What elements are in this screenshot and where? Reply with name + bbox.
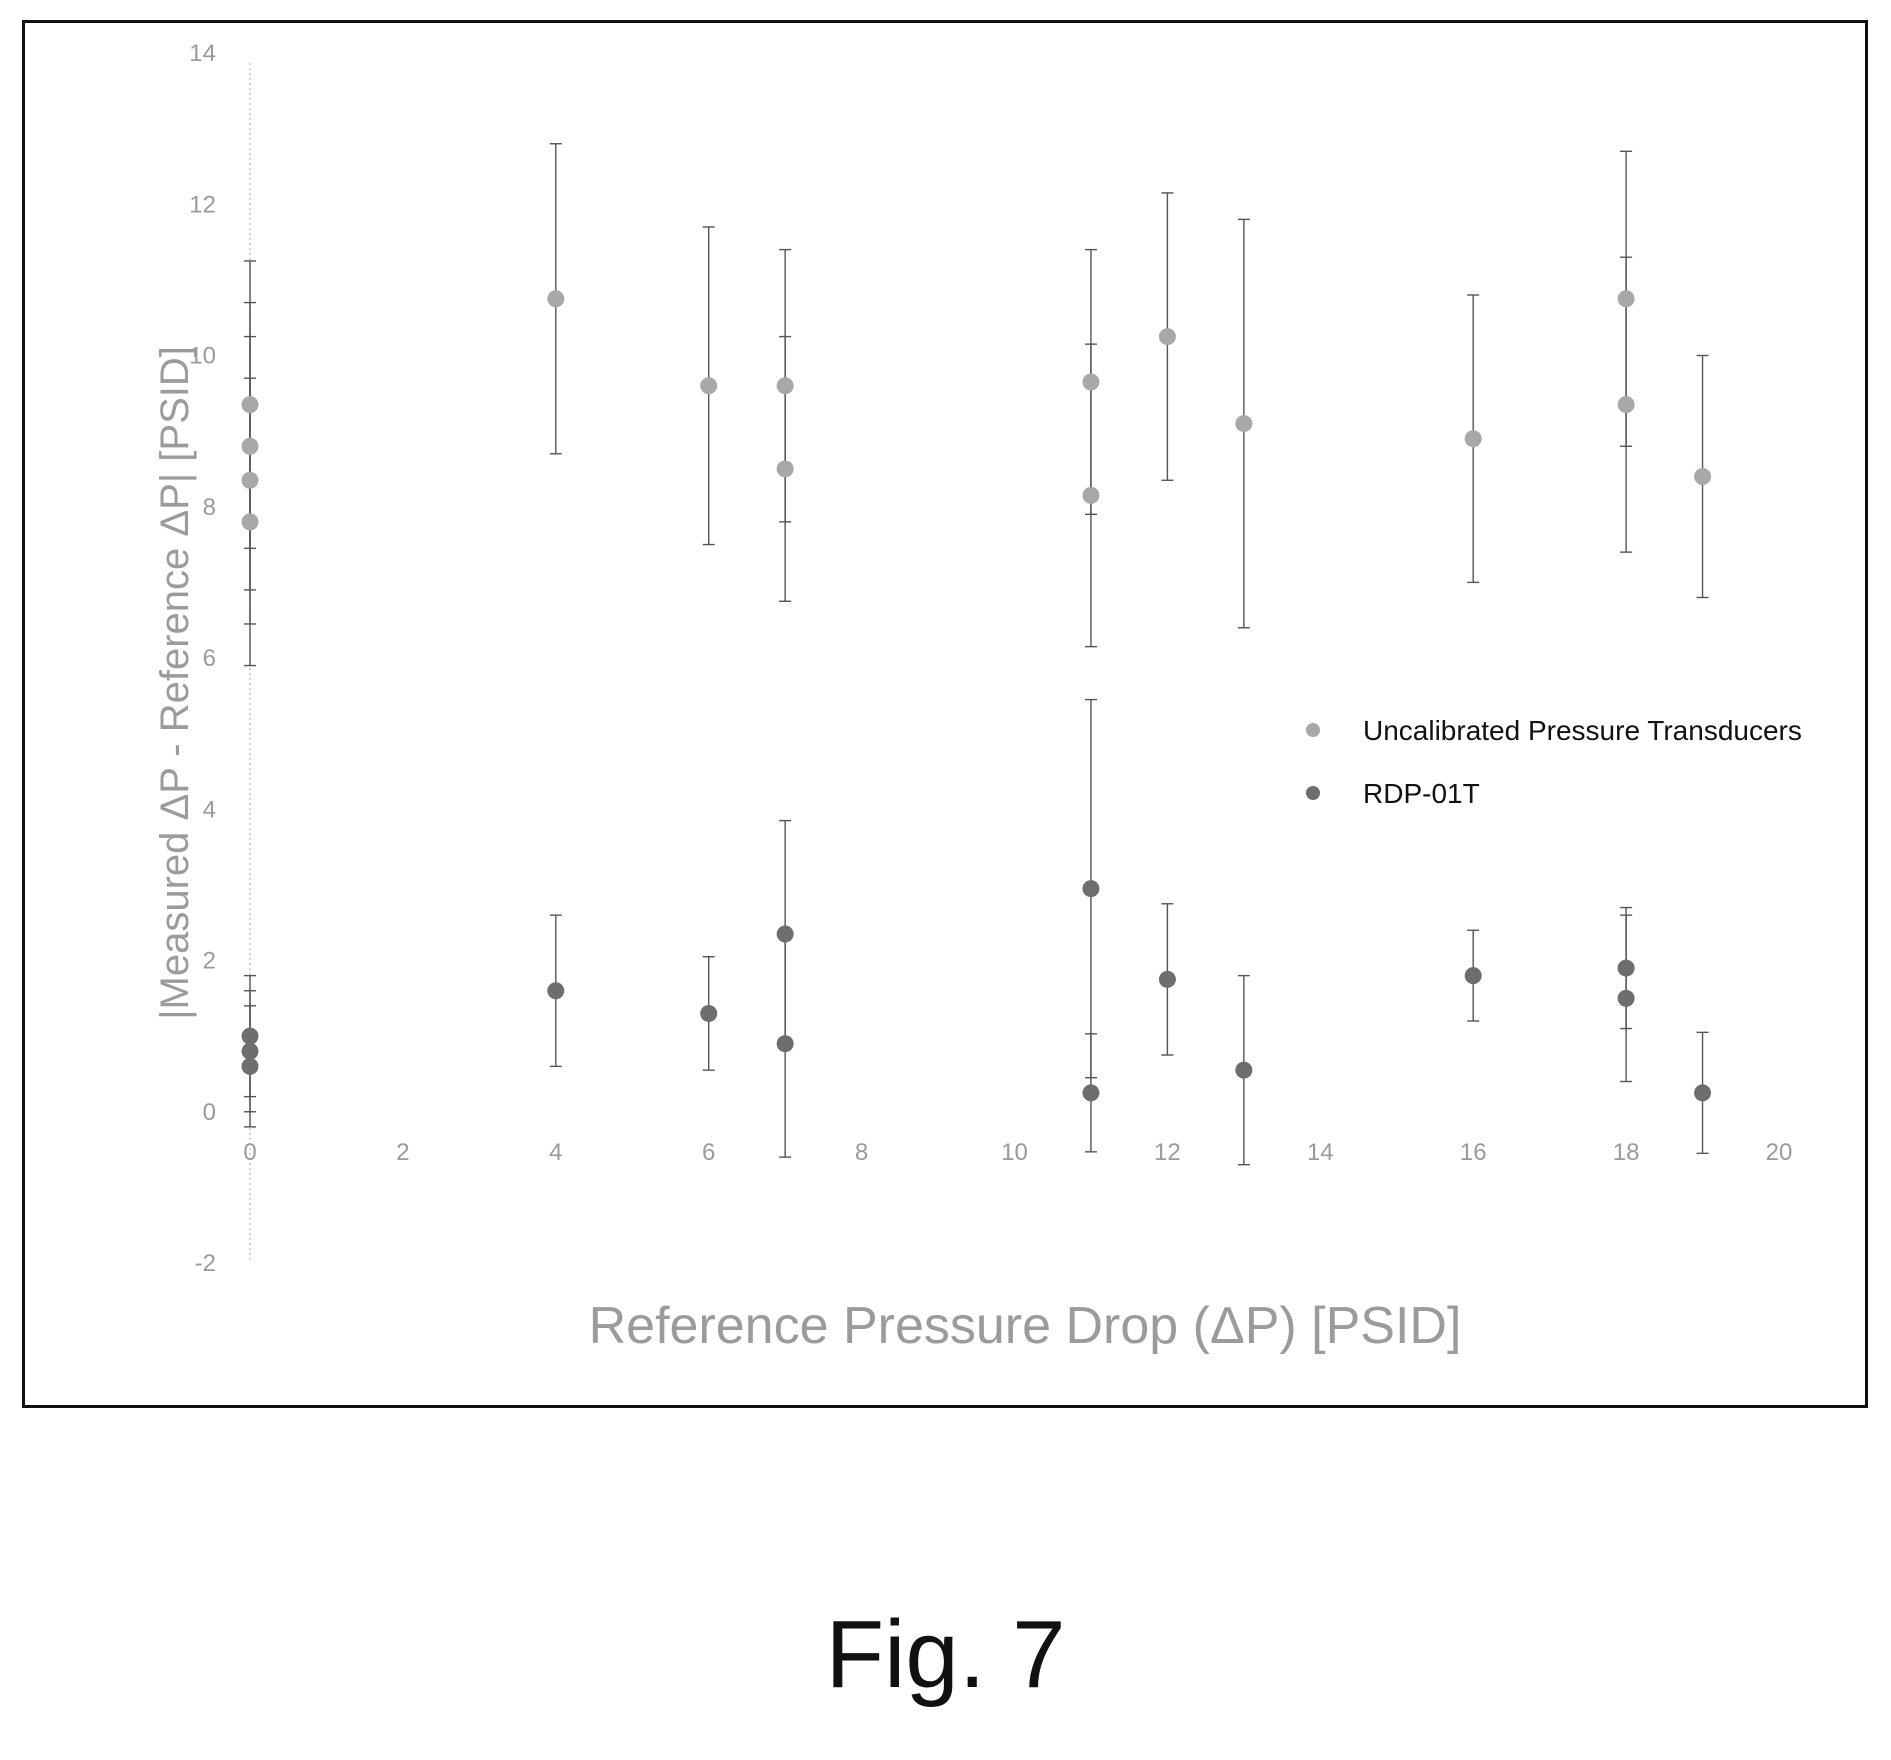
y-tick-label: 0 <box>203 1099 216 1126</box>
point-uncalibrated <box>776 460 794 478</box>
x-tick-label: 18 <box>1613 1139 1640 1166</box>
x-tick-label: 10 <box>1001 1139 1028 1166</box>
error-bars <box>244 143 1709 1166</box>
y-tick-label: 2 <box>203 948 216 975</box>
point-rdp <box>241 1042 259 1060</box>
x-tick-label: 8 <box>855 1139 868 1166</box>
point-rdp <box>776 925 794 943</box>
point-rdp <box>547 982 565 1000</box>
point-rdp <box>1082 880 1100 898</box>
x-tick-label: 4 <box>549 1139 562 1166</box>
x-tick-label: 14 <box>1307 1139 1334 1166</box>
point-uncalibrated <box>776 377 794 395</box>
y-tick-label: 6 <box>203 645 216 672</box>
x-tick-label: 2 <box>396 1139 409 1166</box>
legend-label-uncalibrated: Uncalibrated Pressure Transducers <box>1363 715 1802 746</box>
y-tick-label: -2 <box>195 1250 216 1277</box>
y-tick-label: 10 <box>189 343 216 370</box>
point-uncalibrated <box>1617 396 1635 414</box>
x-tick-label: 6 <box>702 1139 715 1166</box>
legend-marker-rdp <box>1306 786 1320 800</box>
point-rdp <box>1617 989 1635 1007</box>
point-rdp <box>1464 967 1482 985</box>
y-axis-title: |Measured ΔP - Reference ΔP| [PSID] <box>153 346 197 1020</box>
point-uncalibrated <box>241 513 259 531</box>
legend-marker-uncalibrated <box>1306 723 1320 737</box>
point-rdp <box>241 1057 259 1075</box>
y-tick-label: 4 <box>203 796 216 823</box>
point-uncalibrated <box>1617 290 1635 308</box>
scatter-chart: 0 2 4 6 8 10 12 14 16 18 20 -2 0 2 4 6 8 10 12 14 Reference… <box>153 40 1802 1355</box>
x-axis-title: Reference Pressure Drop (ΔP) [PSID] <box>589 1297 1462 1355</box>
x-tick-label: 12 <box>1154 1139 1181 1166</box>
y-tick-label: 8 <box>203 494 216 521</box>
point-rdp <box>1235 1061 1253 1079</box>
point-uncalibrated <box>1158 328 1176 346</box>
point-rdp <box>1158 970 1176 988</box>
point-rdp <box>1617 959 1635 977</box>
point-uncalibrated <box>1464 430 1482 448</box>
x-tick-label: 20 <box>1766 1139 1793 1166</box>
x-tick-label: 0 <box>243 1139 256 1166</box>
point-uncalibrated <box>1082 373 1100 391</box>
data-points <box>241 290 1712 1102</box>
point-uncalibrated <box>241 471 259 489</box>
point-uncalibrated <box>241 396 259 414</box>
chart-frame: 0 2 4 6 8 10 12 14 16 18 20 -2 0 2 4 6 8 10 12 14 Reference… <box>22 20 1868 1408</box>
point-rdp <box>1694 1084 1712 1102</box>
point-rdp <box>776 1035 794 1053</box>
tick-labels: 0 2 4 6 8 10 12 14 16 18 20 -2 0 2 4 6 8 10 12 14 <box>189 40 1792 1277</box>
point-rdp <box>1082 1084 1100 1102</box>
point-uncalibrated <box>1082 486 1100 504</box>
point-rdp <box>241 1027 259 1045</box>
point-uncalibrated <box>241 437 259 455</box>
point-uncalibrated <box>700 377 718 395</box>
point-uncalibrated <box>1694 468 1712 485</box>
point-uncalibrated <box>1235 415 1253 433</box>
legend-label-rdp: RDP-01T <box>1363 778 1480 809</box>
point-rdp <box>700 1004 718 1022</box>
legend: Uncalibrated Pressure Transducers RDP-01… <box>1306 715 1802 809</box>
figure-caption: Fig. 7 <box>825 1601 1066 1708</box>
point-uncalibrated <box>547 290 565 308</box>
y-tick-label: 12 <box>189 191 216 218</box>
y-tick-label: 14 <box>189 40 216 67</box>
x-tick-label: 16 <box>1460 1139 1487 1166</box>
